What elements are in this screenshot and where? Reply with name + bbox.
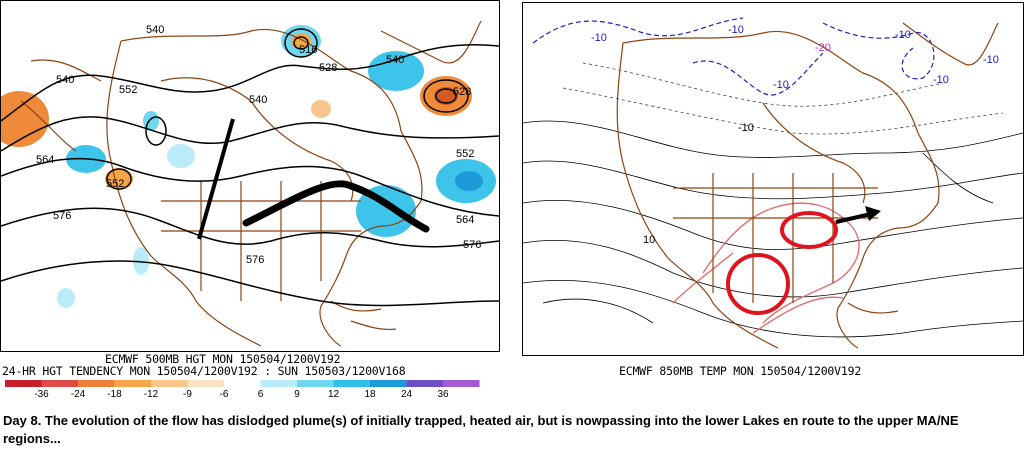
positive-tendency-area: [368, 51, 424, 91]
contour-label: 540: [386, 54, 404, 66]
isotherm-label: -10: [591, 32, 607, 44]
cold-isotherms: [532, 17, 935, 96]
left-map-caption-line2: 24-HR HGT TENDENCY MON 150504/1200V192 :…: [2, 364, 406, 378]
scale-label: -12: [144, 389, 159, 400]
scale-label: 24: [401, 389, 413, 400]
scale-swatch: [187, 380, 224, 387]
forecast-note: Day 8. The evolution of the flow has dis…: [3, 413, 959, 446]
contour-label: 564: [456, 214, 474, 226]
scale-swatch: [5, 380, 42, 387]
left-map-frame: 540 516 528 540 528 552 540 540 552 564 …: [0, 0, 500, 352]
isotherm-labels: -10 -10 -20 -10 -10 -10 -10 10 -10: [591, 24, 999, 246]
right-map-caption: ECMWF 850MB TEMP MON 150504/1200V192: [619, 364, 862, 378]
tendency-shading: [1, 25, 496, 308]
contour-label: 540: [56, 74, 74, 86]
positive-tendency-area: [167, 144, 195, 168]
contour-label: 528: [453, 86, 471, 98]
contour-label: 552: [119, 84, 137, 96]
scale-swatch: [114, 380, 151, 387]
scale-label: 36: [437, 389, 449, 400]
scale-label: -9: [183, 389, 192, 400]
jet-path-annotation: [242, 180, 430, 233]
scale-swatch: [443, 380, 480, 387]
scale-swatch: [260, 380, 297, 387]
isotherm-label: -20: [815, 42, 831, 54]
scale-swatch: [370, 380, 407, 387]
left-map-caption-line1: ECMWF 500MB HGT MON 150504/1200V192: [105, 352, 341, 366]
height-contours: [1, 28, 499, 307]
scale-labels: -36 -24 -18 -12 -9 -6 6 9 12 18 24 36: [34, 389, 449, 400]
warm-isotherms: [672, 202, 860, 334]
negative-tendency-area: [105, 168, 133, 190]
temperature-map-850mb: -10 -10 -20 -10 -10 -10 -10 10 -10: [523, 17, 1023, 349]
contour-label: 552: [106, 178, 124, 190]
contour-label: 552: [456, 148, 474, 160]
scale-swatch: [333, 380, 370, 387]
negative-tendency-area: [311, 100, 331, 118]
negative-tendency-area: [1, 91, 49, 147]
scale-label: 9: [294, 389, 300, 400]
height-map-500mb: 540 516 528 540 528 552 540 540 552 564 …: [1, 20, 499, 347]
scale-swatch: [224, 380, 261, 387]
geographic-outlines: [616, 22, 999, 349]
scale-label: -24: [71, 389, 86, 400]
contour-label: 576: [246, 254, 264, 266]
movement-arrow-head: [865, 206, 881, 221]
isotherm-label: -10: [983, 54, 999, 66]
right-map-frame: -10 -10 -20 -10 -10 -10 -10 10 -10: [522, 2, 1024, 356]
isotherm-label: -10: [738, 122, 754, 134]
color-scale-bar: -36 -24 -18 -12 -9 -6 6 9 12 18 24 36: [5, 380, 480, 400]
movement-arrow: [835, 212, 872, 224]
scale-label: 12: [328, 389, 340, 400]
positive-tendency-area: [455, 171, 483, 191]
contour-labels: 540 516 528 540 528 552 540 540 552 564 …: [36, 24, 481, 266]
isotherm-label: -10: [895, 29, 911, 41]
scale-label: 6: [258, 389, 264, 400]
scale-label: 18: [364, 389, 376, 400]
warm-air-annotations: [726, 206, 881, 315]
contour-label: 564: [36, 154, 54, 166]
right-map-panel: -10 -10 -20 -10 -10 -10 -10 10 -10 ECMWF…: [519, 0, 1024, 400]
contour-label: 576: [53, 210, 71, 222]
trough-axis-annotation: [197, 118, 235, 240]
positive-tendency-area: [57, 288, 75, 308]
warm-plume-circle-lakes: [780, 211, 838, 249]
warm-plume-circle-plains: [726, 253, 790, 315]
contour-label: 528: [319, 62, 337, 74]
isotherm-label: -10: [728, 24, 744, 36]
cold-isotherms-dark: [562, 62, 1004, 135]
positive-tendency-area: [133, 247, 149, 275]
contour-label: 516: [299, 44, 317, 56]
scale-swatch: [41, 380, 78, 387]
scale-swatch: [78, 380, 115, 387]
scale-swatch: [151, 380, 188, 387]
isotherm-label: -10: [773, 79, 789, 91]
negative-tendency-area: [434, 87, 458, 105]
scale-swatch: [297, 380, 334, 387]
scale-swatches: [5, 380, 480, 387]
isotherms: [523, 120, 1023, 338]
scale-swatch: [406, 380, 443, 387]
isotherm-label: 10: [643, 234, 655, 246]
contour-label: 540: [146, 24, 164, 36]
contour-label: 540: [249, 94, 267, 106]
scale-label: -6: [220, 389, 229, 400]
left-map-panel: 540 516 528 540 528 552 540 540 552 564 …: [0, 0, 500, 400]
scale-label: -36: [34, 389, 49, 400]
isotherm-label: -10: [933, 74, 949, 86]
scale-label: -18: [107, 389, 122, 400]
contour-label: 576: [463, 239, 481, 251]
